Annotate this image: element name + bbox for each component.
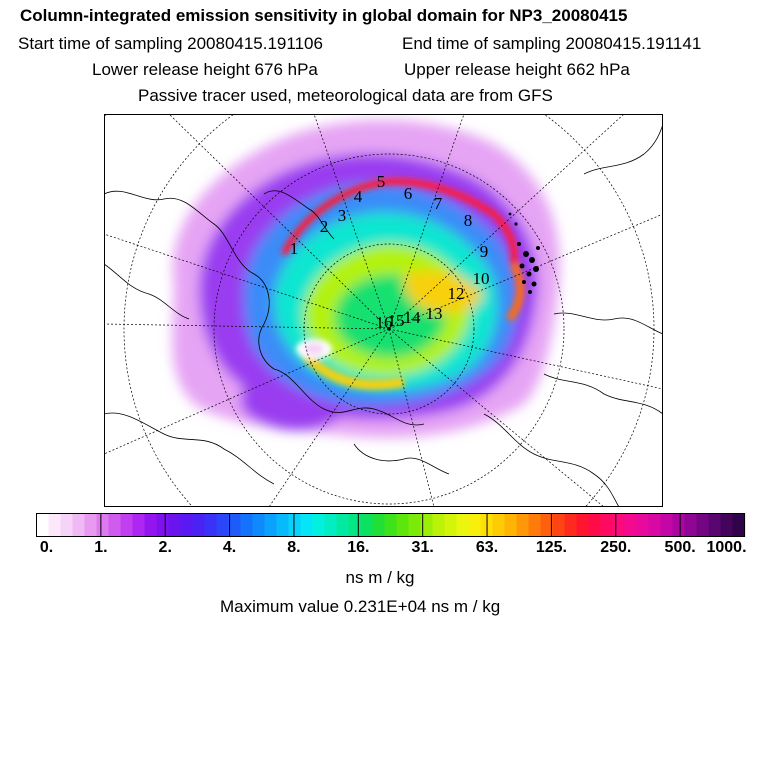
trajectory-label-13: 13 [426, 304, 443, 323]
lower-height-label: Lower release height 676 hPa [92, 60, 318, 79]
colorbar-cell [264, 513, 278, 537]
colorbar-cell [456, 513, 470, 537]
trajectory-label-12: 12 [448, 284, 465, 303]
colorbar-cell [516, 513, 530, 537]
colorbar-cell [252, 513, 266, 537]
colorbar-cell [588, 513, 602, 537]
colorbar [36, 513, 746, 537]
colorbar-cell [84, 513, 98, 537]
colorbar-cell [528, 513, 542, 537]
upper-height-label: Upper release height 662 hPa [404, 60, 630, 79]
colorbar-cell [228, 513, 242, 537]
colorbar-cell [444, 513, 458, 537]
trajectory-label-6: 6 [404, 184, 413, 203]
colorbar-cell [96, 513, 110, 537]
colorbar-tick-label: 250. [600, 539, 632, 556]
colorbar-cell [396, 513, 410, 537]
colorbar-cell [300, 513, 314, 537]
colorbar-cell [492, 513, 506, 537]
colorbar-cell [660, 513, 674, 537]
colorbar-cell [336, 513, 350, 537]
trajectory-label-3: 3 [338, 206, 347, 225]
trajectory-label-9: 9 [480, 242, 489, 261]
colorbar-cell [36, 513, 50, 537]
colorbar-cell [720, 513, 734, 537]
colorbar-tick-label: 4. [222, 539, 237, 556]
trajectory-label-5: 5 [377, 172, 386, 191]
colorbar-cell [312, 513, 326, 537]
trajectory-label-4: 4 [354, 187, 363, 206]
trajectory-label-7: 7 [434, 194, 443, 213]
colorbar-cell [420, 513, 434, 537]
colorbar-cell [108, 513, 122, 537]
colorbar-cell [60, 513, 74, 537]
colorbar-cell [276, 513, 290, 537]
trajectory-label-16: 16 [376, 313, 393, 332]
colorbar-cell [576, 513, 590, 537]
colorbar-tick-label: 1000. [706, 539, 747, 556]
colorbar-tick-label: 125. [535, 539, 567, 556]
colorbar-cell [216, 513, 230, 537]
colorbar-cell [168, 513, 182, 537]
colorbar-cell [204, 513, 218, 537]
colorbar-cell [504, 513, 518, 537]
colorbar-cell [372, 513, 386, 537]
tracer-note: Passive tracer used, meteorological data… [138, 86, 553, 105]
colorbar-cell [564, 513, 578, 537]
colorbar-cell [288, 513, 302, 537]
colorbar-cell [684, 513, 698, 537]
colorbar-cell [732, 513, 746, 537]
colorbar-cell [192, 513, 206, 537]
colorbar-cell [120, 513, 134, 537]
colorbar-cell [144, 513, 158, 537]
trajectory-label-2: 2 [320, 217, 329, 236]
colorbar-cell [360, 513, 374, 537]
colorbar-tick-label: 500. [664, 539, 696, 556]
colorbar-cell [384, 513, 398, 537]
colorbar-cell [324, 513, 338, 537]
colorbar-tick-label: 8. [287, 539, 301, 556]
trajectory-label-1: 1 [290, 239, 299, 258]
colorbar-cell [132, 513, 146, 537]
colorbar-cell [552, 513, 566, 537]
colorbar-cell [696, 513, 710, 537]
colorbar-cell [156, 513, 170, 537]
colorbar-units: ns m / kg [345, 568, 415, 587]
colorbar-cell [240, 513, 254, 537]
colorbar-tick-label: 31. [411, 539, 434, 556]
colorbar-cell [624, 513, 638, 537]
colorbar-cell [408, 513, 422, 537]
colorbar-cell [180, 513, 194, 537]
colorbar-cell [708, 513, 722, 537]
map-title: Column-integrated emission sensitivity i… [20, 6, 628, 25]
colorbar-cell [432, 513, 446, 537]
polar-sensitivity-map: 1 2 3 4 5 6 7 8 9 10 12 13 14 15 16 [104, 114, 663, 507]
colorbar-cell [468, 513, 482, 537]
trajectory-label-8: 8 [464, 211, 473, 230]
maximum-value: Maximum value 0.231E+04 ns m / kg [220, 597, 501, 616]
colorbar-cell [540, 513, 554, 537]
colorbar-cell [672, 513, 686, 537]
colorbar-tick-label: 0. [39, 539, 54, 556]
start-time-label: Start time of sampling 20080415.191106 [18, 34, 323, 53]
colorbar-tick-label: 1. [94, 539, 108, 556]
colorbar-tick-label: 2. [158, 539, 172, 556]
colorbar-cell [600, 513, 614, 537]
colorbar-cell [612, 513, 626, 537]
colorbar-cell [648, 513, 662, 537]
colorbar-cell [72, 513, 86, 537]
trajectory-label-10: 10 [473, 269, 490, 288]
colorbar-tick-label: 63. [475, 539, 499, 556]
colorbar-cell [636, 513, 650, 537]
trajectory-label-14: 14 [404, 308, 422, 327]
trajectory-label-15: 15 [388, 311, 405, 330]
colorbar-cell [48, 513, 62, 537]
colorbar-cell [348, 513, 362, 537]
end-time-label: End time of sampling 20080415.191141 [402, 34, 702, 53]
colorbar-tick-label: 16. [347, 539, 370, 556]
